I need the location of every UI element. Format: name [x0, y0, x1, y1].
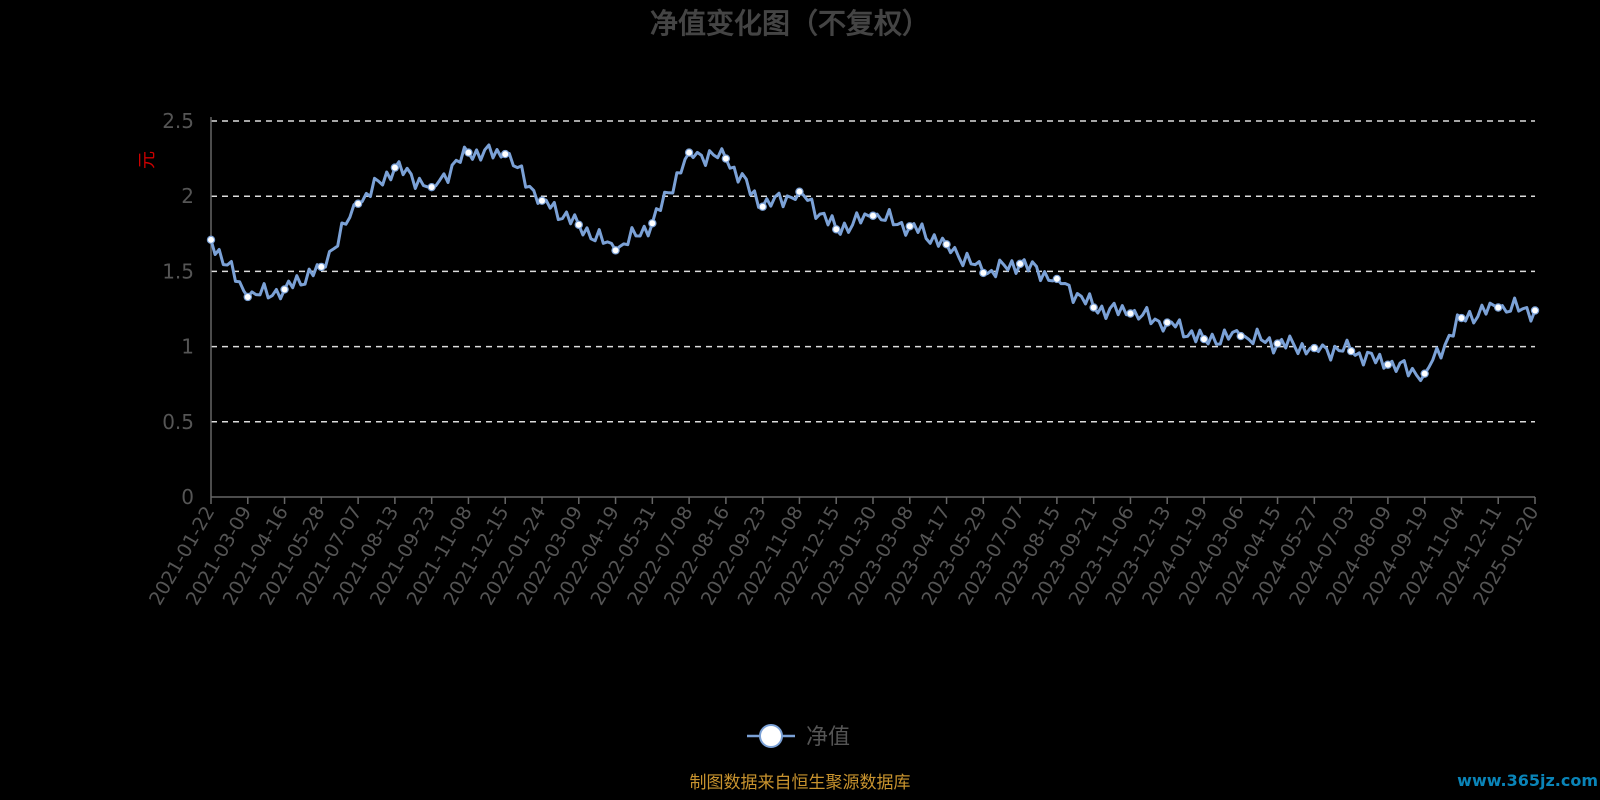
- data-point[interactable]: [905, 222, 914, 231]
- y-tick-label: 0: [181, 485, 194, 509]
- data-point[interactable]: [795, 187, 804, 196]
- data-point[interactable]: [1273, 339, 1282, 348]
- x-axis-ticks: 2021-01-222021-03-092021-04-162021-05-28…: [145, 497, 1543, 609]
- watermark: www.365jz.com: [1457, 771, 1598, 790]
- data-point[interactable]: [979, 268, 988, 278]
- data-point[interactable]: [1346, 346, 1356, 356]
- data-point[interactable]: [353, 199, 363, 208]
- data-point[interactable]: [1310, 343, 1319, 353]
- data-point[interactable]: [758, 202, 767, 211]
- data-point[interactable]: [1052, 274, 1062, 284]
- data-source-note: 制图数据来自恒生聚源数据库: [690, 773, 911, 793]
- legend-label: 净值: [806, 725, 850, 750]
- data-point[interactable]: [648, 219, 657, 228]
- data-point[interactable]: [1530, 306, 1540, 315]
- grid-lines: [211, 120, 1535, 423]
- data-point[interactable]: [1457, 313, 1466, 323]
- data-point[interactable]: [1199, 334, 1209, 344]
- y-tick-label: 1.5: [162, 259, 194, 283]
- data-point[interactable]: [243, 292, 252, 302]
- data-point[interactable]: [206, 235, 216, 245]
- data-point[interactable]: [942, 240, 951, 249]
- data-point[interactable]: [427, 182, 436, 192]
- y-tick-label: 2: [181, 184, 194, 208]
- data-point[interactable]: [1015, 259, 1025, 269]
- data-point[interactable]: [611, 246, 620, 255]
- y-tick-label: 0.5: [162, 410, 194, 434]
- data-point[interactable]: [1236, 331, 1245, 341]
- data-point[interactable]: [1383, 360, 1393, 369]
- data-point[interactable]: [1126, 309, 1135, 318]
- data-point[interactable]: [317, 262, 326, 272]
- data-point[interactable]: [832, 225, 841, 234]
- data-point[interactable]: [721, 154, 731, 163]
- legend-marker: [759, 724, 783, 748]
- data-point[interactable]: [1420, 369, 1429, 378]
- y-tick-label: 2.5: [162, 109, 194, 133]
- plot-area: [206, 143, 1540, 383]
- y-axis-unit: 元: [137, 151, 158, 169]
- series-line-nav: [209, 143, 1537, 383]
- data-point[interactable]: [537, 196, 547, 205]
- data-point[interactable]: [684, 148, 694, 157]
- data-point[interactable]: [1163, 318, 1172, 327]
- data-point[interactable]: [501, 149, 510, 159]
- y-tick-label: 1: [181, 335, 194, 359]
- legend[interactable]: 净值: [747, 724, 850, 750]
- data-point[interactable]: [464, 148, 473, 157]
- chart-title: 净值变化图（不复权）: [650, 7, 930, 40]
- data-point[interactable]: [280, 285, 289, 294]
- data-point[interactable]: [1494, 303, 1503, 312]
- data-point[interactable]: [868, 211, 878, 220]
- y-axis-ticks: 0 0.5 1 1.5 2 2.5: [162, 109, 194, 509]
- data-point[interactable]: [1089, 303, 1098, 312]
- data-point[interactable]: [390, 163, 400, 172]
- data-point[interactable]: [574, 220, 583, 229]
